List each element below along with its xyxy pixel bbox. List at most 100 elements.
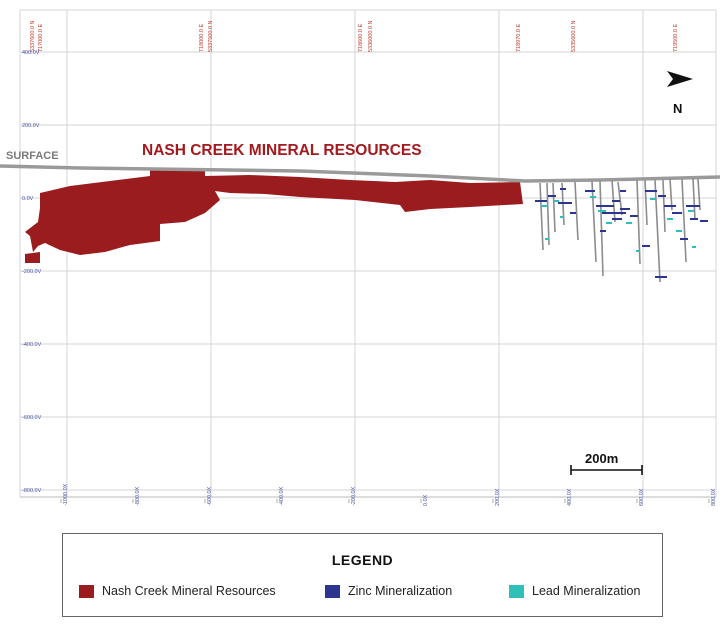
elevation-label: -200.0V xyxy=(22,269,42,275)
top-coordinate-label: 718970.0 E xyxy=(516,24,522,52)
bottom-coordinate-label: -800.0X xyxy=(135,486,141,506)
top-coordinate-label: 718000.0 E xyxy=(199,24,205,52)
zinc-intercept xyxy=(620,208,630,210)
bottom-coordinate-labels: -1000.0X -800.0X -600.0X -400.0X -200.0X 0.0X… xyxy=(60,483,717,506)
top-coordinate-label: 718600.0 E xyxy=(358,24,364,52)
lead-intercept xyxy=(626,222,632,224)
zinc-intercept xyxy=(658,195,666,197)
elevation-label: -800.0V xyxy=(22,488,42,494)
zinc-intercept xyxy=(570,212,576,214)
bottom-coordinate-label: -200.0X xyxy=(351,486,357,506)
north-label: N xyxy=(673,101,682,116)
elevation-label: 400.0V xyxy=(22,50,40,56)
elevation-label: 0.0V xyxy=(22,196,34,202)
drill-hole xyxy=(681,178,687,263)
lead-intercept xyxy=(636,250,640,252)
bottom-coordinate-label: -1000.0X xyxy=(63,483,69,506)
zinc-intercept xyxy=(655,276,667,278)
grid-lines xyxy=(19,9,717,498)
zinc-intercept xyxy=(642,245,650,247)
top-coordinate-label: 5337500.0 N xyxy=(208,20,214,52)
zinc-intercept xyxy=(535,200,547,202)
nash-creek-resource-body xyxy=(25,169,523,263)
zinc-intercept xyxy=(664,205,676,207)
drill-hole xyxy=(539,182,544,251)
top-coordinate-label: 5337600.0 N xyxy=(30,20,36,52)
zinc-intercept xyxy=(602,212,626,214)
zinc-intercept xyxy=(612,200,620,202)
section-title: NASH CREEK MINERAL RESOURCES xyxy=(142,142,422,159)
north-arrow-icon xyxy=(667,71,693,87)
elevation-label: -400.0V xyxy=(22,342,42,348)
zinc-intercept xyxy=(612,218,622,220)
elevation-label: 200.0V xyxy=(22,123,40,129)
legend-item-zinc: Zinc Mineralization xyxy=(325,584,452,598)
bottom-coordinate-label: 600.0X xyxy=(639,488,645,506)
bottom-coordinate-label: 800.0X xyxy=(711,488,717,506)
drill-hole xyxy=(669,178,673,211)
zinc-intercept xyxy=(596,205,614,207)
legend-item-resources: Nash Creek Mineral Resources xyxy=(79,584,276,598)
zinc-intercept xyxy=(680,238,688,240)
top-coordinate-label: 717000.0 E xyxy=(38,24,44,52)
zinc-intercept xyxy=(700,220,708,222)
drill-hole xyxy=(697,178,701,211)
zinc-intercept xyxy=(585,190,595,192)
surface-line xyxy=(0,164,721,183)
lead-intercept xyxy=(560,216,564,218)
lead-intercept xyxy=(688,210,694,212)
drill-hole xyxy=(599,180,604,277)
legend-title: LEGEND xyxy=(331,552,394,568)
bottom-coordinate-label: 200.0X xyxy=(495,488,501,506)
mineralization-marks xyxy=(535,188,708,278)
zinc-intercept xyxy=(600,230,606,232)
zinc-intercept xyxy=(548,195,556,197)
bottom-coordinate-label: -600.0X xyxy=(207,486,213,506)
top-coordinate-label: 719500.0 E xyxy=(673,24,679,52)
cross-section-diagram: 5337600.0 N 717000.0 E 718000.0 E 5337500.0… xyxy=(0,9,721,506)
legend-label: Lead Mineralization xyxy=(532,584,641,598)
bottom-coordinate-label: 400.0X xyxy=(567,488,573,506)
lead-intercept xyxy=(692,246,696,248)
lead-intercept xyxy=(650,198,656,200)
lead-intercept xyxy=(545,238,549,240)
drill-hole xyxy=(552,182,556,233)
elevation-label: -600.0V xyxy=(22,415,42,421)
scale-bar xyxy=(570,465,643,475)
drill-hole xyxy=(654,179,661,283)
legend-label: Nash Creek Mineral Resources xyxy=(102,584,276,598)
drill-hole xyxy=(692,177,696,221)
legend-item-lead: Lead Mineralization xyxy=(509,584,640,598)
zinc-intercept xyxy=(558,202,572,204)
drill-hole xyxy=(574,181,579,241)
drill-hole xyxy=(546,182,550,246)
zinc-intercept xyxy=(690,218,698,220)
zinc-intercept xyxy=(645,190,657,192)
lead-intercept xyxy=(667,218,673,220)
surface-label: SURFACE xyxy=(6,150,59,162)
drill-hole xyxy=(644,179,648,226)
zinc-intercept xyxy=(620,190,626,192)
zinc-intercept xyxy=(560,188,566,190)
lead-intercept xyxy=(598,210,606,212)
top-coordinate-label: 5335600.0 N xyxy=(571,20,577,52)
top-coordinate-labels: 5337600.0 N 717000.0 E 718000.0 E 5337500.0… xyxy=(30,20,679,52)
legend: LEGEND Nash Creek Mineral Resources Zinc… xyxy=(62,533,663,617)
lead-intercept xyxy=(541,205,547,207)
top-coordinate-label: 5336000.0 N xyxy=(368,20,374,52)
scale-label: 200m xyxy=(585,451,618,466)
zinc-intercept xyxy=(630,215,638,217)
lead-intercept xyxy=(590,196,596,198)
bottom-coordinate-label: -400.0X xyxy=(279,486,285,506)
legend-label: Zinc Mineralization xyxy=(348,584,453,598)
drill-hole xyxy=(591,180,597,263)
lead-intercept xyxy=(553,200,559,202)
lead-intercept xyxy=(676,230,682,232)
zinc-intercept xyxy=(672,212,682,214)
zinc-swatch-icon xyxy=(325,584,340,598)
elevation-labels: 400.0V 200.0V 0.0V -200.0V -400.0V -600.0V -80… xyxy=(22,50,42,494)
lead-intercept xyxy=(606,222,612,224)
resource-swatch-icon xyxy=(79,584,94,598)
lead-swatch-icon xyxy=(509,584,524,598)
zinc-intercept xyxy=(686,205,700,207)
